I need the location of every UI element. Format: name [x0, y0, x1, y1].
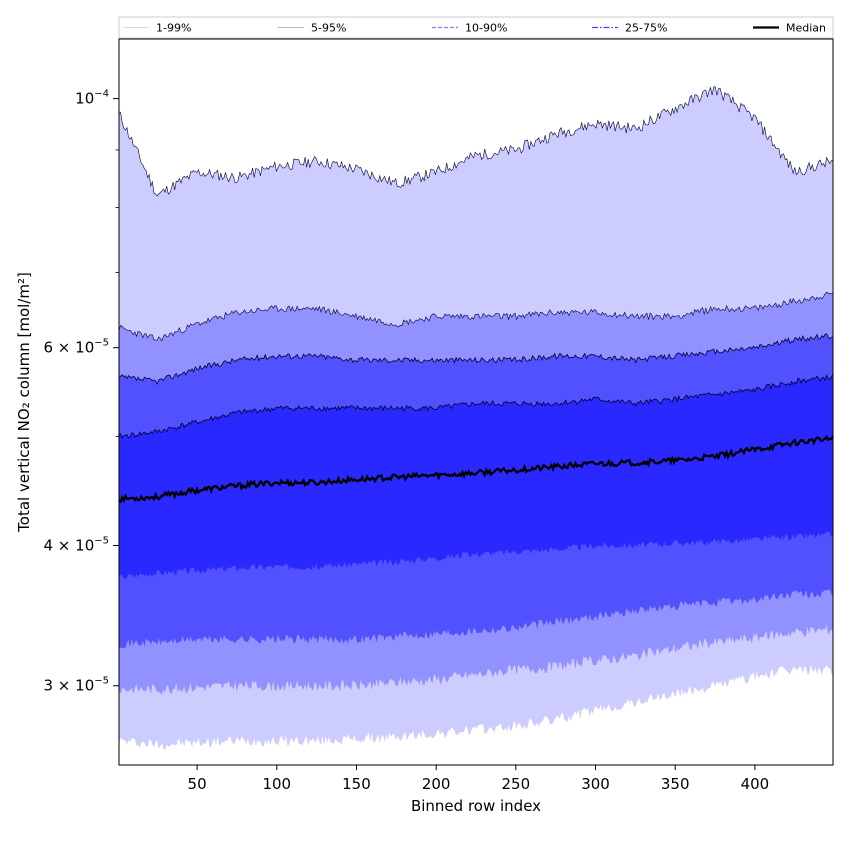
x-tick-label: 200 [422, 775, 451, 793]
x-tick-label: 250 [502, 775, 531, 793]
x-tick-label: 50 [188, 775, 207, 793]
y-tick-label: 6 × 10−5 [44, 338, 110, 357]
legend-label: Median [786, 22, 826, 35]
line-p90 [118, 333, 834, 385]
percentile-bands [119, 86, 833, 750]
line-p95 [118, 291, 834, 342]
y-tick-label: 3 × 10−5 [44, 676, 110, 695]
median-line [118, 434, 834, 504]
legend-box [118, 16, 834, 39]
y-axis-label: Total vertical NO₂ column [mol/m²] [15, 272, 33, 533]
legend-label: 10-90% [465, 22, 507, 35]
legend-label: 5-95% [311, 22, 346, 35]
x-tick-label: 100 [262, 775, 291, 793]
x-tick-label: 400 [741, 775, 770, 793]
legend-label: 1-99% [156, 22, 191, 35]
legend-label: 25-75% [625, 22, 667, 35]
y-tick-label: 10−4 [75, 89, 109, 108]
y-tick-label: 4 × 10−5 [44, 535, 110, 554]
plot-frame [118, 38, 834, 766]
percentile-lines [118, 86, 834, 504]
x-axis: 50 100 150 200 250 300 350 400 [188, 765, 770, 793]
x-tick-label: 350 [661, 775, 690, 793]
y-axis: 3 × 10−5 4 × 10−5 6 × 10−5 10−4 [44, 89, 119, 695]
x-tick-label: 300 [581, 775, 610, 793]
x-tick-label: 150 [342, 775, 371, 793]
line-p99 [118, 86, 834, 197]
x-axis-label: Binned row index [411, 797, 541, 815]
legend: 1-99% 5-95% 10-90% 25-75% Median [118, 16, 834, 39]
band-25-75 [119, 374, 833, 579]
line-p75 [118, 374, 834, 439]
